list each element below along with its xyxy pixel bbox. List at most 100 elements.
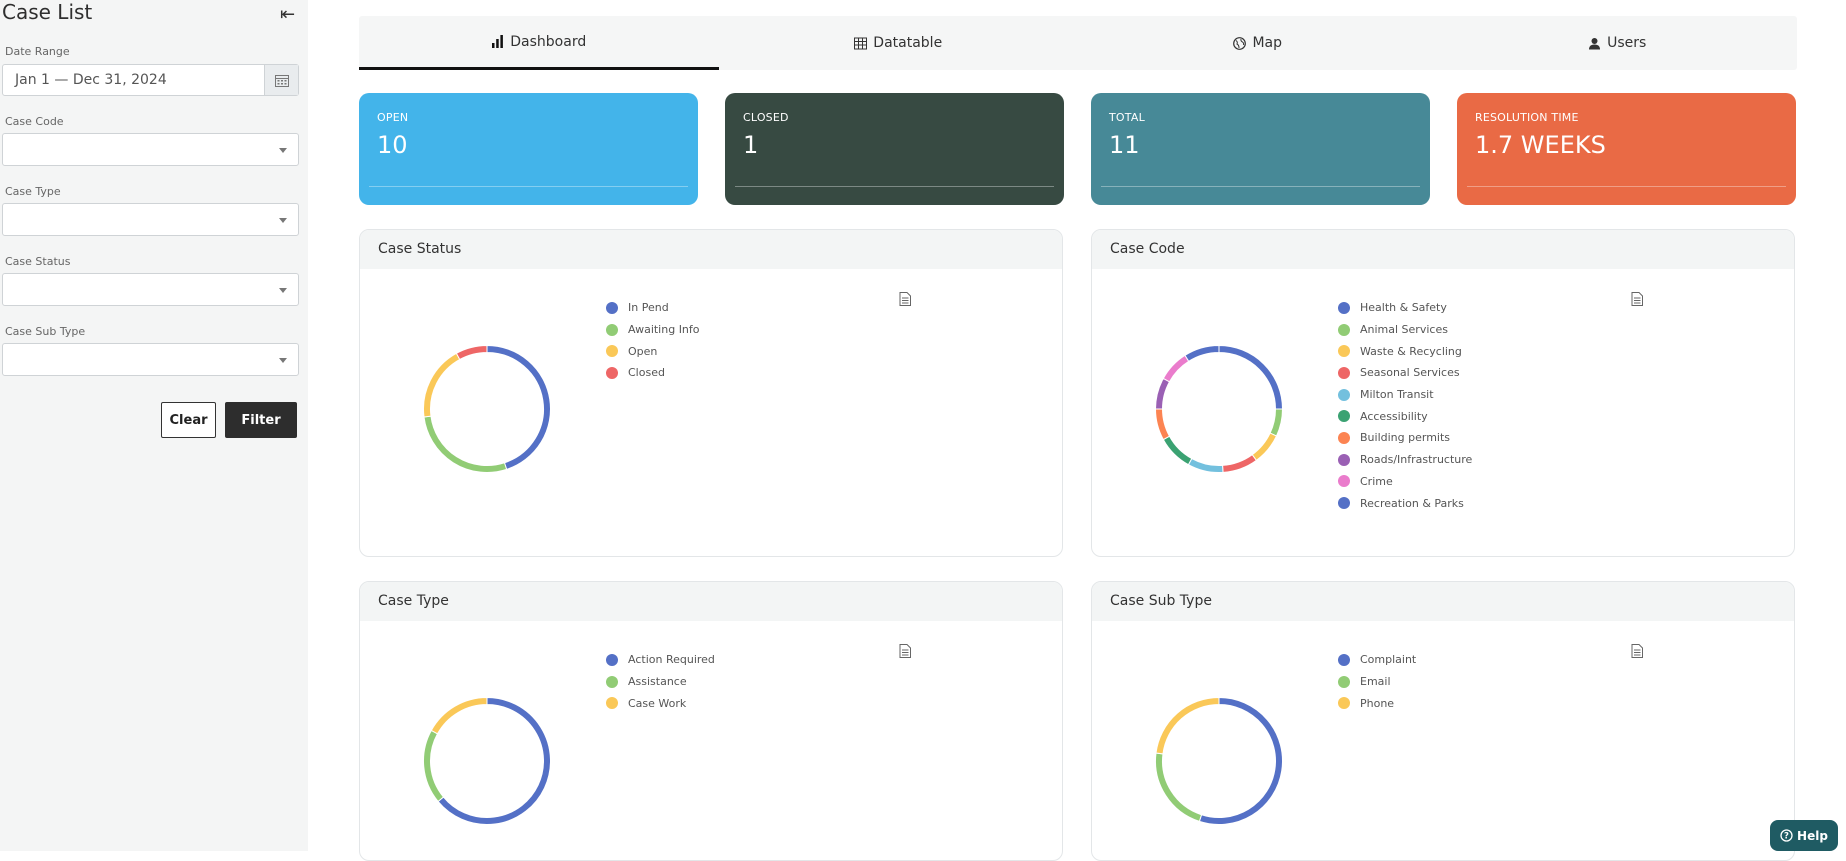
chevron-down-icon <box>279 358 287 363</box>
legend-item-accessibility[interactable]: Accessibility <box>1338 405 1472 427</box>
case-sub-type-select[interactable] <box>2 343 299 376</box>
slice-recreation-parks[interactable] <box>1184 344 1220 362</box>
case-type-label: Case Type <box>5 185 61 198</box>
document-icon[interactable] <box>1631 644 1643 658</box>
legend-item-crime[interactable]: Crime <box>1338 471 1472 493</box>
legend-item-building-permits[interactable]: Building permits <box>1338 427 1472 449</box>
tab-datatable-label: Datatable <box>873 35 943 51</box>
legend-item-closed[interactable]: Closed <box>606 362 700 384</box>
slice-complaint[interactable] <box>1198 696 1283 825</box>
slice-health-safety[interactable] <box>1218 344 1284 410</box>
slice-roads-infrastructure[interactable] <box>1154 377 1171 410</box>
slice-seasonal-services[interactable] <box>1222 454 1258 473</box>
legend-item-milton-transit[interactable]: Milton Transit <box>1338 384 1472 406</box>
stat-label: OPEN <box>377 111 409 124</box>
slice-case-work[interactable] <box>430 696 488 735</box>
stat-label: CLOSED <box>743 111 789 124</box>
calendar-icon[interactable] <box>264 65 298 95</box>
document-icon[interactable] <box>1631 292 1643 306</box>
legend-item-awaiting-info[interactable]: Awaiting Info <box>606 319 700 341</box>
legend-dot <box>1338 697 1350 710</box>
slice-building-permits[interactable] <box>1154 408 1171 441</box>
legend-item-roads-infrastructure[interactable]: Roads/Infrastructure <box>1338 449 1472 471</box>
date-range-input[interactable]: Jan 1 — Dec 31, 2024 <box>2 64 299 96</box>
slice-action-required[interactable] <box>437 696 551 825</box>
legend-label: Case Work <box>628 696 687 710</box>
panel-title: Case Status <box>360 230 1062 269</box>
sidebar-title: Case List <box>2 0 93 24</box>
panel-title: Case Sub Type <box>1092 582 1794 621</box>
stat-label: RESOLUTION TIME <box>1475 111 1579 124</box>
tab-datatable[interactable]: Datatable <box>719 16 1079 70</box>
slice-email[interactable] <box>1155 752 1203 823</box>
case-code-select[interactable] <box>2 133 299 166</box>
help-button[interactable]: ? Help <box>1770 820 1838 851</box>
tab-map[interactable]: Map <box>1078 16 1438 70</box>
legend-item-open[interactable]: Open <box>606 340 700 362</box>
stat-card-resolution-time: RESOLUTION TIME 1.7 WEEKS <box>1457 93 1796 205</box>
case-type-select[interactable] <box>2 203 299 236</box>
legend-item-complaint[interactable]: Complaint <box>1338 649 1416 671</box>
tab-dashboard[interactable]: Dashboard <box>359 16 719 70</box>
legend-label: Animal Services <box>1360 323 1448 337</box>
case-status-select[interactable] <box>2 273 299 306</box>
legend-item-assistance[interactable]: Assistance <box>606 671 715 693</box>
legend-label: Recreation & Parks <box>1360 496 1464 510</box>
tab-users[interactable]: Users <box>1438 16 1798 70</box>
filter-button[interactable]: Filter <box>225 402 297 438</box>
collapse-sidebar-icon[interactable]: ⇤ <box>280 4 296 25</box>
slice-milton-transit[interactable] <box>1187 457 1224 473</box>
legend-dot <box>1338 410 1350 423</box>
slice-open[interactable] <box>423 352 461 418</box>
clear-button[interactable]: Clear <box>161 402 216 438</box>
slice-assistance[interactable] <box>423 729 445 803</box>
legend-dot <box>1338 453 1350 466</box>
legend-item-recreation-parks[interactable]: Recreation & Parks <box>1338 492 1472 514</box>
stat-value: 1.7 WEEKS <box>1475 131 1606 159</box>
stat-card-total: TOTAL 11 <box>1091 93 1430 205</box>
legend-label: Phone <box>1360 696 1395 710</box>
legend-item-action-required[interactable]: Action Required <box>606 649 715 671</box>
slice-crime[interactable] <box>1162 354 1190 383</box>
case-code-legend: Health & Safety Animal Services Waste & Re… <box>1338 297 1472 514</box>
slice-animal-services[interactable] <box>1269 408 1284 437</box>
legend-dot <box>1338 475 1350 488</box>
user-icon <box>1589 37 1601 49</box>
stat-value: 1 <box>743 131 759 159</box>
legend-item-case-work[interactable]: Case Work <box>606 692 715 714</box>
legend-item-seasonal-services[interactable]: Seasonal Services <box>1338 362 1472 384</box>
slice-in-pend[interactable] <box>486 344 551 471</box>
legend-item-phone[interactable]: Phone <box>1338 692 1416 714</box>
case-type-legend: Action Required Assistance Case Work <box>606 649 715 714</box>
document-icon[interactable] <box>899 644 911 658</box>
slice-awaiting-info[interactable] <box>423 415 508 473</box>
legend-dot <box>1338 388 1350 401</box>
legend-label: Roads/Infrastructure <box>1360 453 1473 467</box>
legend-item-waste-recycling[interactable]: Waste & Recycling <box>1338 340 1472 362</box>
slice-waste-recycling[interactable] <box>1251 432 1278 462</box>
case-type-donut <box>423 696 551 825</box>
panel-title: Case Code <box>1092 230 1794 269</box>
sidebar: Case List ⇤ Date Range Jan 1 — Dec 31, 2… <box>0 0 308 851</box>
bar-chart-icon <box>492 35 504 48</box>
case-sub-type-label: Case Sub Type <box>5 325 86 338</box>
legend-item-in-pend[interactable]: In Pend <box>606 297 700 319</box>
stat-card-closed: CLOSED 1 <box>725 93 1064 205</box>
case-status-panel: Case Status In Pend Awaiting Info Open Clos… <box>359 229 1063 557</box>
case-status-legend: In Pend Awaiting Info Open Closed <box>606 297 700 384</box>
document-icon[interactable] <box>899 292 911 306</box>
legend-dot <box>1338 323 1350 336</box>
tab-users-label: Users <box>1607 35 1647 51</box>
case-code-panel: Case Code Health & Safety Animal Services… <box>1091 229 1795 557</box>
legend-item-health-safety[interactable]: Health & Safety <box>1338 297 1472 319</box>
legend-dot <box>606 323 618 336</box>
legend-item-email[interactable]: Email <box>1338 671 1416 693</box>
legend-label: Action Required <box>628 653 715 667</box>
case-sub-type-donut <box>1155 696 1283 825</box>
slice-accessibility[interactable] <box>1162 435 1193 466</box>
legend-label: Awaiting Info <box>628 323 700 337</box>
slice-closed[interactable] <box>455 344 488 361</box>
slice-phone[interactable] <box>1155 696 1220 755</box>
help-label: Help <box>1797 828 1828 843</box>
legend-item-animal-services[interactable]: Animal Services <box>1338 319 1472 341</box>
